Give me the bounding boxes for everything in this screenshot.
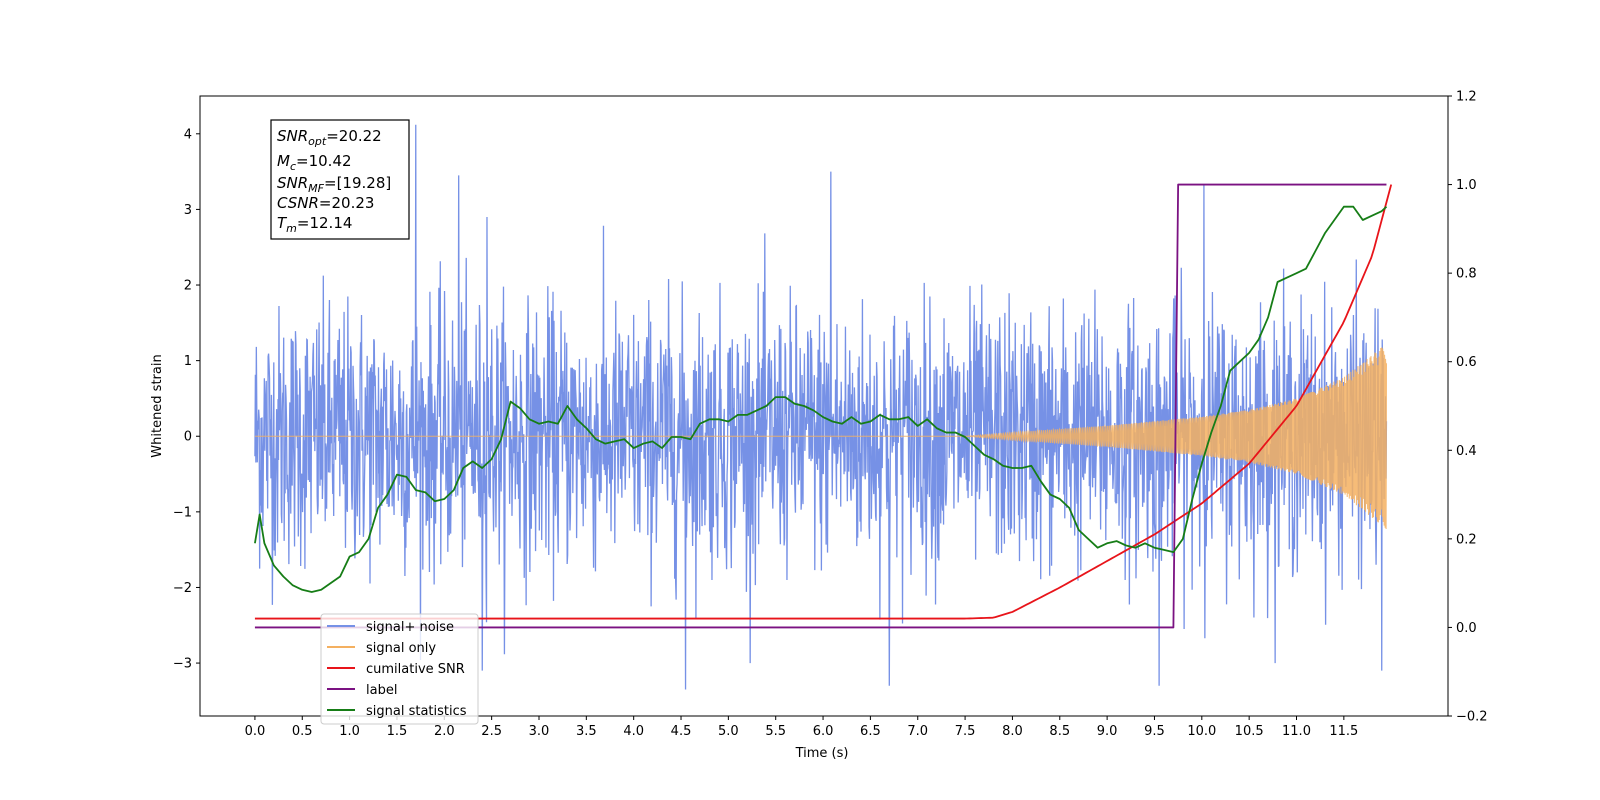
annotation-line: Tm=12.14 (277, 214, 352, 235)
x-tick-label: 4.5 (671, 724, 692, 739)
x-tick-label: 11.5 (1329, 724, 1358, 739)
series-layer (254, 124, 1393, 690)
legend-frame (320, 613, 479, 725)
x-tick-label: 10.0 (1187, 724, 1216, 739)
y2-tick-label: 1.0 (1456, 178, 1477, 193)
y-tick-label: −2 (173, 581, 192, 596)
x-tick-label: 1.5 (387, 724, 408, 739)
legend-label: label (366, 683, 397, 698)
legend-label: signal only (366, 641, 436, 656)
y-axis-label: Whitened strain (150, 354, 165, 457)
y2-tick-label: 0.6 (1456, 355, 1477, 370)
series-signal-only (254, 347, 1387, 529)
y2-tick-label: 0.2 (1456, 532, 1477, 547)
y-tick-label: 1 (184, 354, 192, 369)
axes-frame (199, 95, 1449, 717)
x-tick-label: 7.5 (955, 724, 976, 739)
x-tick-label: 9.0 (1097, 724, 1118, 739)
y-axis-ticks: −3 −2 −1 0 1 2 3 4 (173, 127, 200, 672)
x-axis-label: Time (s) (795, 746, 849, 761)
x-axis-ticks: 0.0 0.5 1.0 1.5 2.0 2.5 3.0 3.5 4.0 4.5 5.0 5.5 6.0 6… (245, 716, 1358, 739)
annotation-line: SNRopt=20.22 (277, 127, 382, 148)
x-tick-label: 3.5 (576, 724, 597, 739)
x-tick-label: 10.5 (1235, 724, 1264, 739)
x-tick-label: 9.5 (1144, 724, 1165, 739)
x-tick-label: 7.0 (907, 724, 928, 739)
x-tick-label: 6.0 (813, 724, 834, 739)
legend-label: signal statistics (366, 704, 467, 719)
x-tick-label: 4.0 (623, 724, 644, 739)
x-tick-label: 2.5 (481, 724, 502, 739)
x-tick-label: 5.5 (765, 724, 786, 739)
y-tick-label: 0 (184, 430, 192, 445)
y2-axis-ticks: −0.2 0.0 0.2 0.4 0.6 0.8 1.0 1.2 (1448, 90, 1488, 725)
x-tick-label: 0.5 (292, 724, 313, 739)
legend-label: cumilative SNR (366, 662, 465, 677)
y2-tick-label: 0.8 (1456, 267, 1477, 282)
annotation-line: Mc=10.42 (277, 152, 352, 173)
y-tick-label: −1 (173, 505, 192, 520)
x-tick-label: 6.5 (860, 724, 881, 739)
y-tick-label: 4 (184, 127, 192, 142)
series-signal-noise (254, 124, 1388, 690)
series-label (254, 183, 1387, 629)
y2-tick-label: 1.2 (1456, 90, 1477, 105)
legend-label: signal+ noise (366, 620, 454, 635)
annotation-line: SNRMF=[19.28] (277, 174, 391, 195)
series-signal-statistics (254, 205, 1388, 593)
x-tick-label: 11.0 (1282, 724, 1311, 739)
legend: signal+ noise signal only cumilative SNR la… (320, 613, 479, 725)
x-tick-label: 1.0 (339, 724, 360, 739)
x-tick-label: 3.0 (529, 724, 550, 739)
y2-tick-label: 0.4 (1456, 444, 1477, 459)
x-tick-label: 0.0 (245, 724, 266, 739)
x-tick-label: 8.0 (1002, 724, 1023, 739)
annotation-frame (270, 119, 410, 240)
x-tick-label: 2.0 (434, 724, 455, 739)
y2-tick-label: −0.2 (1456, 710, 1488, 725)
y2-tick-label: 0.0 (1456, 621, 1477, 636)
annotation-line: CSNR=20.23 (277, 194, 374, 212)
y-tick-label: −3 (173, 657, 192, 672)
annotation-box: SNRopt=20.22 Mc=10.42SNRMF=[19.28]CSNR=20… (270, 119, 410, 240)
x-tick-label: 8.5 (1049, 724, 1070, 739)
y-tick-label: 2 (184, 279, 192, 294)
y-tick-label: 3 (184, 203, 192, 218)
x-tick-label: 5.0 (718, 724, 739, 739)
